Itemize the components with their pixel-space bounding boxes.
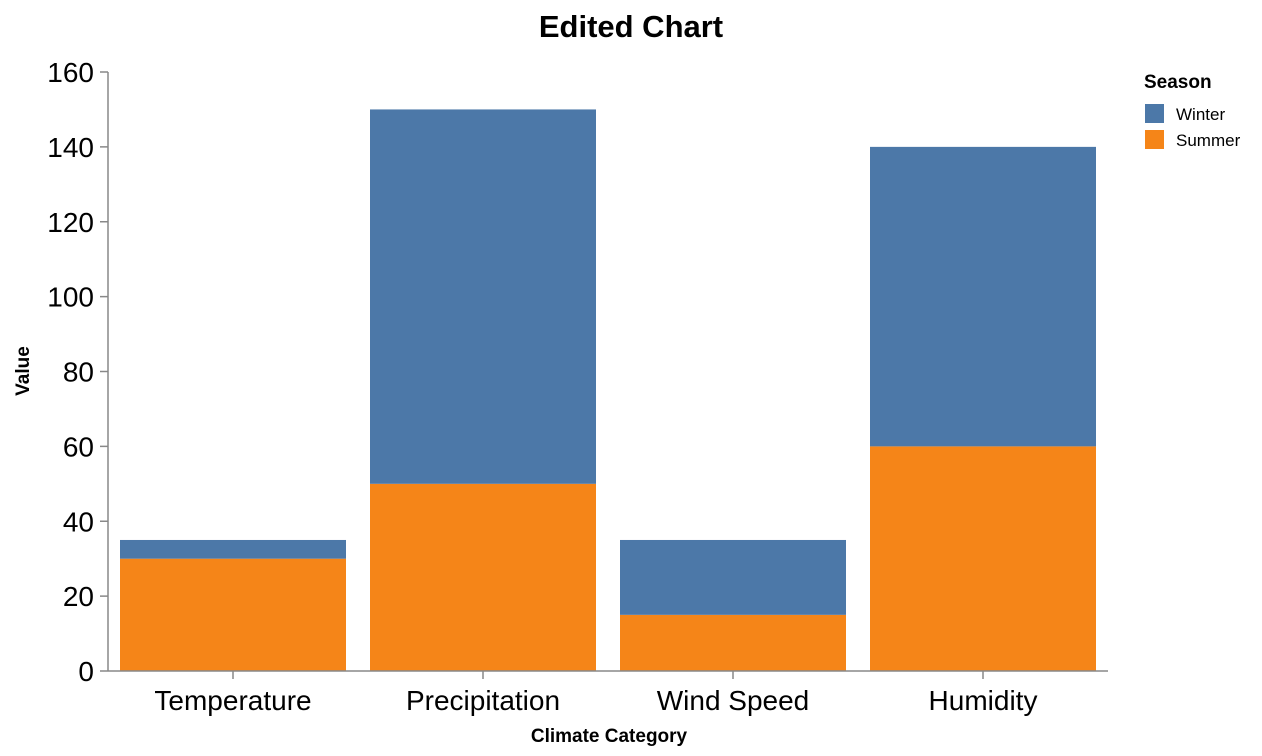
bars-group [120, 109, 1096, 671]
x-tick-label-wind-speed: Wind Speed [657, 685, 810, 716]
bar-humidity-winter [870, 146, 1096, 447]
bar-wind-speed-winter [620, 539, 846, 615]
bar-precipitation-winter [370, 109, 596, 484]
x-tick-label-temperature: Temperature [154, 685, 311, 716]
y-tick-label-0: 0 [78, 656, 94, 687]
y-tick-label-60: 60 [63, 431, 94, 462]
legend-label-summer: Summer [1176, 131, 1241, 150]
y-tick-label-100: 100 [47, 282, 94, 313]
legend: Season Winter Summer [1144, 72, 1241, 150]
x-tick-label-humidity: Humidity [929, 685, 1038, 716]
bar-humidity-summer [870, 446, 1096, 671]
chart-title: Edited Chart [539, 9, 723, 44]
y-tick-label-120: 120 [47, 207, 94, 238]
legend-entries: Winter Summer [1145, 104, 1241, 150]
y-tick-label-140: 140 [47, 132, 94, 163]
y-tick-label-20: 20 [63, 581, 94, 612]
legend-label-winter: Winter [1176, 105, 1225, 124]
legend-swatch-winter [1145, 104, 1164, 123]
x-tick-label-precipitation: Precipitation [406, 685, 560, 716]
x-axis-ticks: Temperature Precipitation Wind Speed Humidi… [154, 671, 1037, 716]
y-tick-label-160: 160 [47, 57, 94, 88]
y-tick-label-80: 80 [63, 357, 94, 388]
bar-wind-speed-summer [620, 614, 846, 671]
bar-temperature-winter [120, 539, 346, 559]
bar-temperature-summer [120, 558, 346, 671]
y-axis-title: Value [13, 346, 34, 396]
y-tick-label-40: 40 [63, 506, 94, 537]
legend-title: Season [1144, 72, 1212, 93]
y-axis-ticks: 0 20 40 60 80 100 120 140 160 [47, 57, 108, 687]
bar-precipitation-summer [370, 483, 596, 671]
x-axis-title: Climate Category [531, 726, 688, 747]
legend-swatch-summer [1145, 130, 1164, 149]
